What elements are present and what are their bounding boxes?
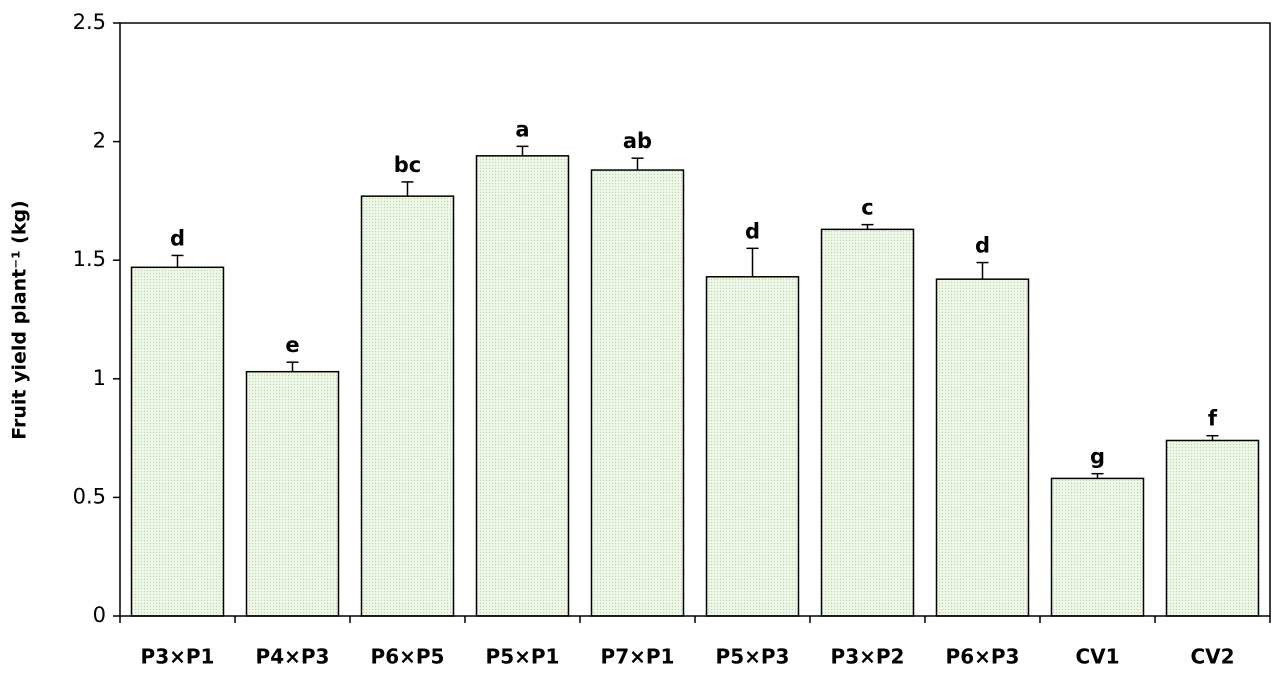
significance-letter: d <box>745 219 760 243</box>
x-tick-label: P3×P2 <box>831 645 905 669</box>
y-tick-label: 0 <box>93 603 106 627</box>
x-tick-label: CV2 <box>1190 645 1234 669</box>
y-tick-label: 1.5 <box>73 247 106 271</box>
x-tick-label: CV1 <box>1075 645 1119 669</box>
significance-letter: d <box>975 234 990 258</box>
x-tick-label: P5×P1 <box>486 645 560 669</box>
plot-frame <box>119 22 1271 617</box>
x-tick-label: P7×P1 <box>601 645 675 669</box>
y-axis-title: Fruit yield plant⁻¹ (kg) <box>9 200 31 440</box>
significance-letter: c <box>861 196 873 220</box>
x-tick-label: P6×P5 <box>371 645 445 669</box>
bar <box>360 195 455 617</box>
significance-letter: a <box>515 117 529 141</box>
y-tick-label: 1 <box>93 366 106 390</box>
significance-letter: bc <box>394 153 421 177</box>
significance-letter: d <box>170 226 185 250</box>
y-tick-label: 2 <box>93 129 106 153</box>
significance-letter: e <box>285 333 299 357</box>
significance-letter: ab <box>623 129 652 153</box>
bar <box>1165 439 1260 617</box>
significance-letter: f <box>1208 407 1218 431</box>
x-tick-label: P6×P3 <box>946 645 1020 669</box>
bar <box>130 266 225 617</box>
x-tick-label: P3×P1 <box>141 645 215 669</box>
x-tick-label: P5×P3 <box>716 645 790 669</box>
bar <box>820 228 915 617</box>
bar <box>475 155 570 617</box>
bar <box>935 278 1030 617</box>
bar <box>705 276 800 617</box>
bar <box>590 169 685 617</box>
bar <box>245 370 340 617</box>
bar <box>1050 477 1145 617</box>
x-tick-label: P4×P3 <box>256 645 330 669</box>
y-tick-label: 0.5 <box>73 484 106 508</box>
significance-letter: g <box>1090 445 1105 469</box>
y-tick-label: 2.5 <box>73 10 106 34</box>
